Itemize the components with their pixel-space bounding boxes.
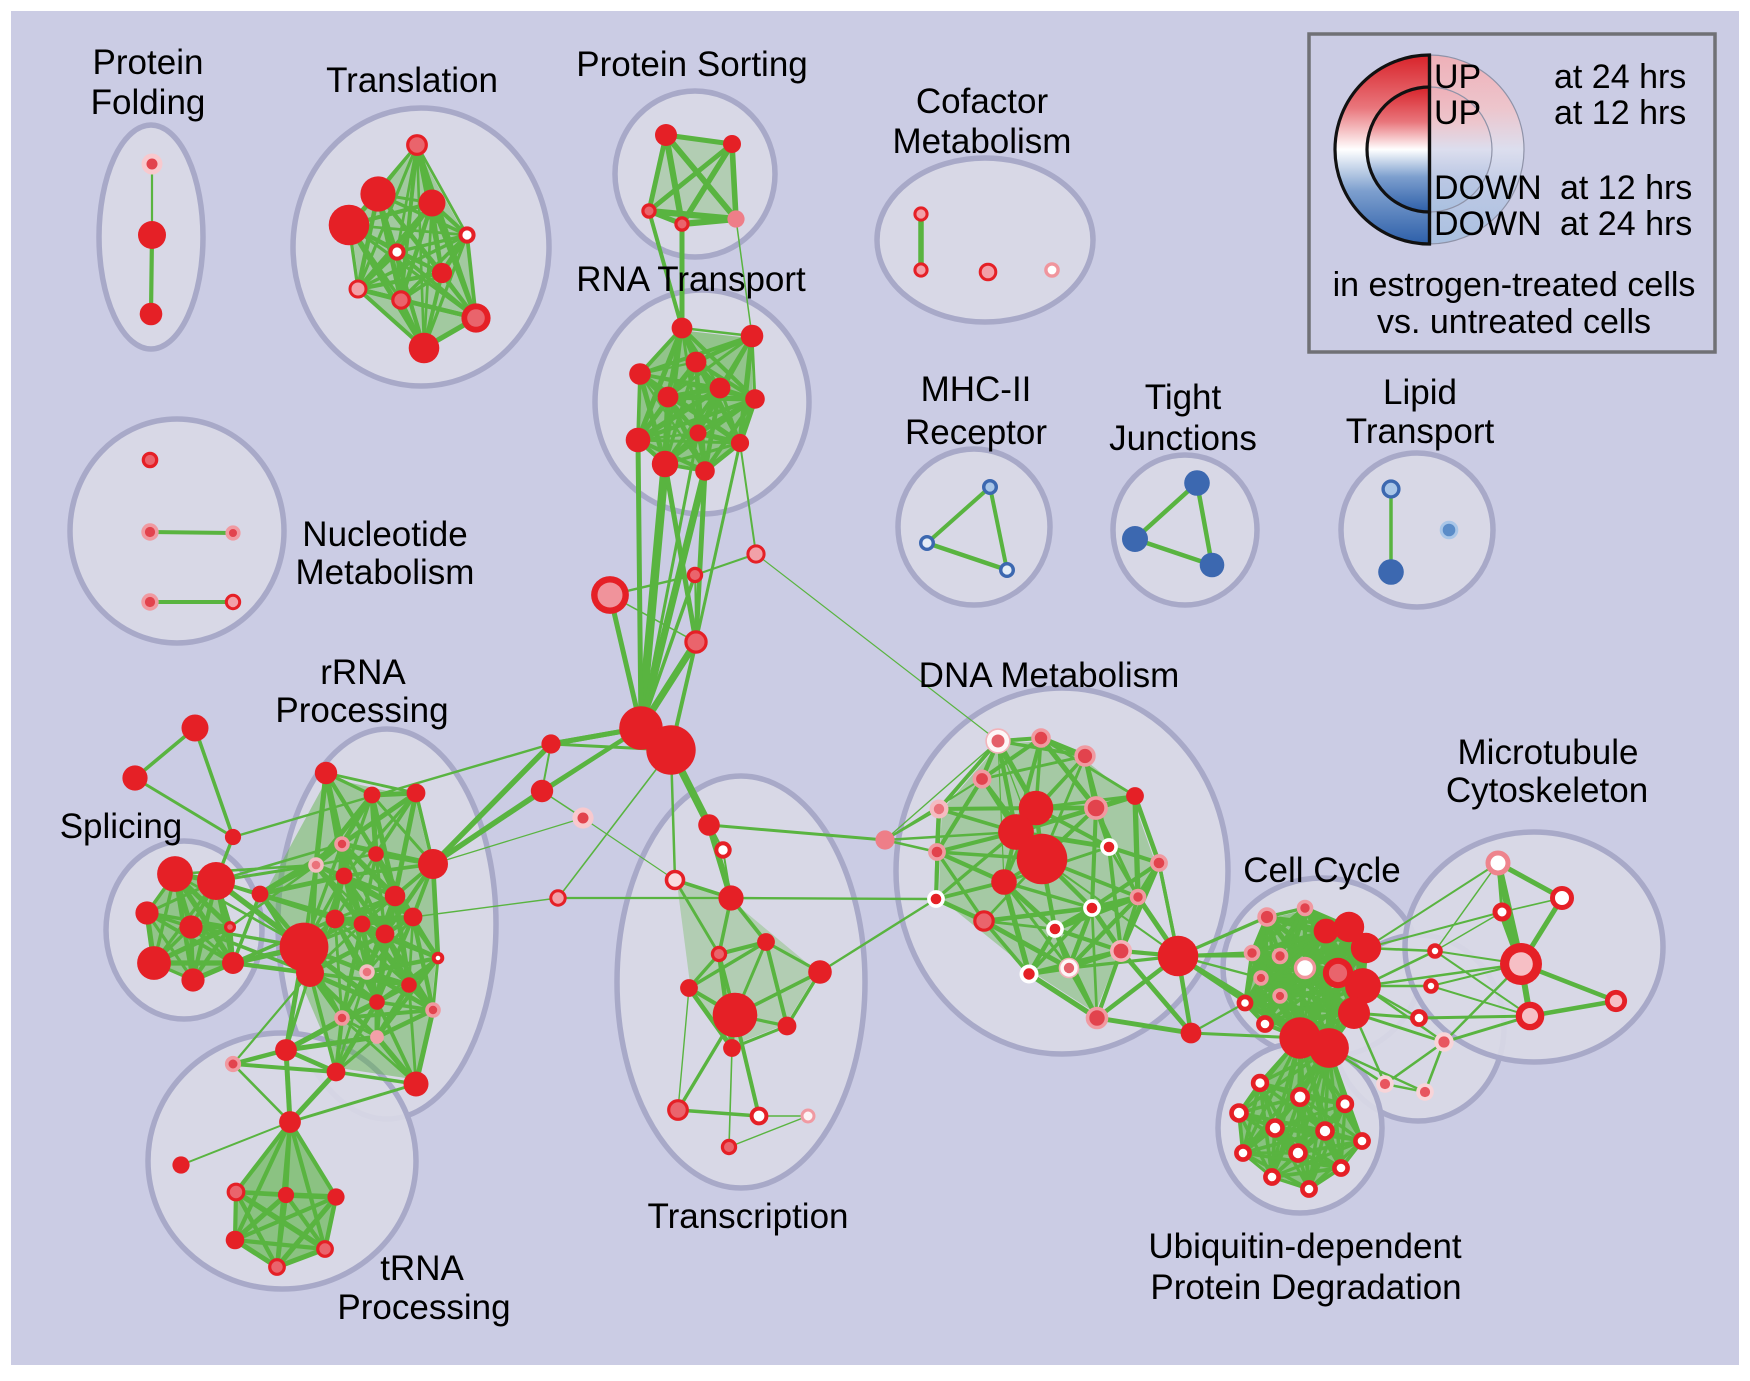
svg-text:at 24 hrs: at 24 hrs — [1560, 205, 1692, 243]
svg-text:UP: UP — [1434, 58, 1481, 96]
svg-text:Lipid: Lipid — [1383, 373, 1457, 412]
svg-text:at 12 hrs: at 12 hrs — [1554, 94, 1686, 132]
svg-text:rRNA: rRNA — [320, 653, 406, 692]
svg-text:Junctions: Junctions — [1109, 419, 1257, 458]
svg-text:Protein Sorting: Protein Sorting — [576, 45, 808, 84]
svg-text:Microtubule: Microtubule — [1458, 733, 1639, 772]
svg-text:at 24 hrs: at 24 hrs — [1554, 58, 1686, 96]
svg-text:DOWN: DOWN — [1434, 205, 1542, 243]
svg-text:Transport: Transport — [1346, 412, 1495, 451]
svg-text:Processing: Processing — [275, 691, 448, 730]
svg-text:Metabolism: Metabolism — [893, 122, 1072, 161]
svg-text:Receptor: Receptor — [905, 413, 1047, 452]
svg-text:Ubiquitin-dependent: Ubiquitin-dependent — [1148, 1227, 1462, 1266]
svg-text:Tight: Tight — [1145, 378, 1222, 417]
svg-text:Folding: Folding — [91, 83, 206, 122]
svg-text:Cofactor: Cofactor — [916, 82, 1049, 121]
svg-text:tRNA: tRNA — [380, 1249, 464, 1288]
svg-text:RNA Transport: RNA Transport — [576, 260, 806, 299]
svg-text:Nucleotide: Nucleotide — [302, 515, 467, 554]
svg-text:Transcription: Transcription — [648, 1197, 849, 1236]
svg-text:MHC-II: MHC-II — [921, 370, 1032, 409]
svg-text:Splicing: Splicing — [60, 807, 183, 846]
svg-text:Translation: Translation — [326, 61, 498, 100]
svg-text:in estrogen-treated cells: in estrogen-treated cells — [1333, 266, 1696, 304]
svg-text:Protein Degradation: Protein Degradation — [1150, 1268, 1461, 1307]
svg-text:Cytoskeleton: Cytoskeleton — [1446, 771, 1648, 810]
svg-text:Processing: Processing — [337, 1288, 510, 1327]
svg-text:Cell Cycle: Cell Cycle — [1243, 851, 1401, 890]
svg-text:Metabolism: Metabolism — [296, 553, 475, 592]
svg-text:DNA Metabolism: DNA Metabolism — [919, 656, 1180, 695]
svg-text:DOWN: DOWN — [1434, 169, 1542, 207]
svg-text:at 12 hrs: at 12 hrs — [1560, 169, 1692, 207]
svg-text:vs. untreated cells: vs. untreated cells — [1377, 303, 1651, 341]
svg-text:Protein: Protein — [93, 43, 204, 82]
svg-text:UP: UP — [1434, 94, 1481, 132]
